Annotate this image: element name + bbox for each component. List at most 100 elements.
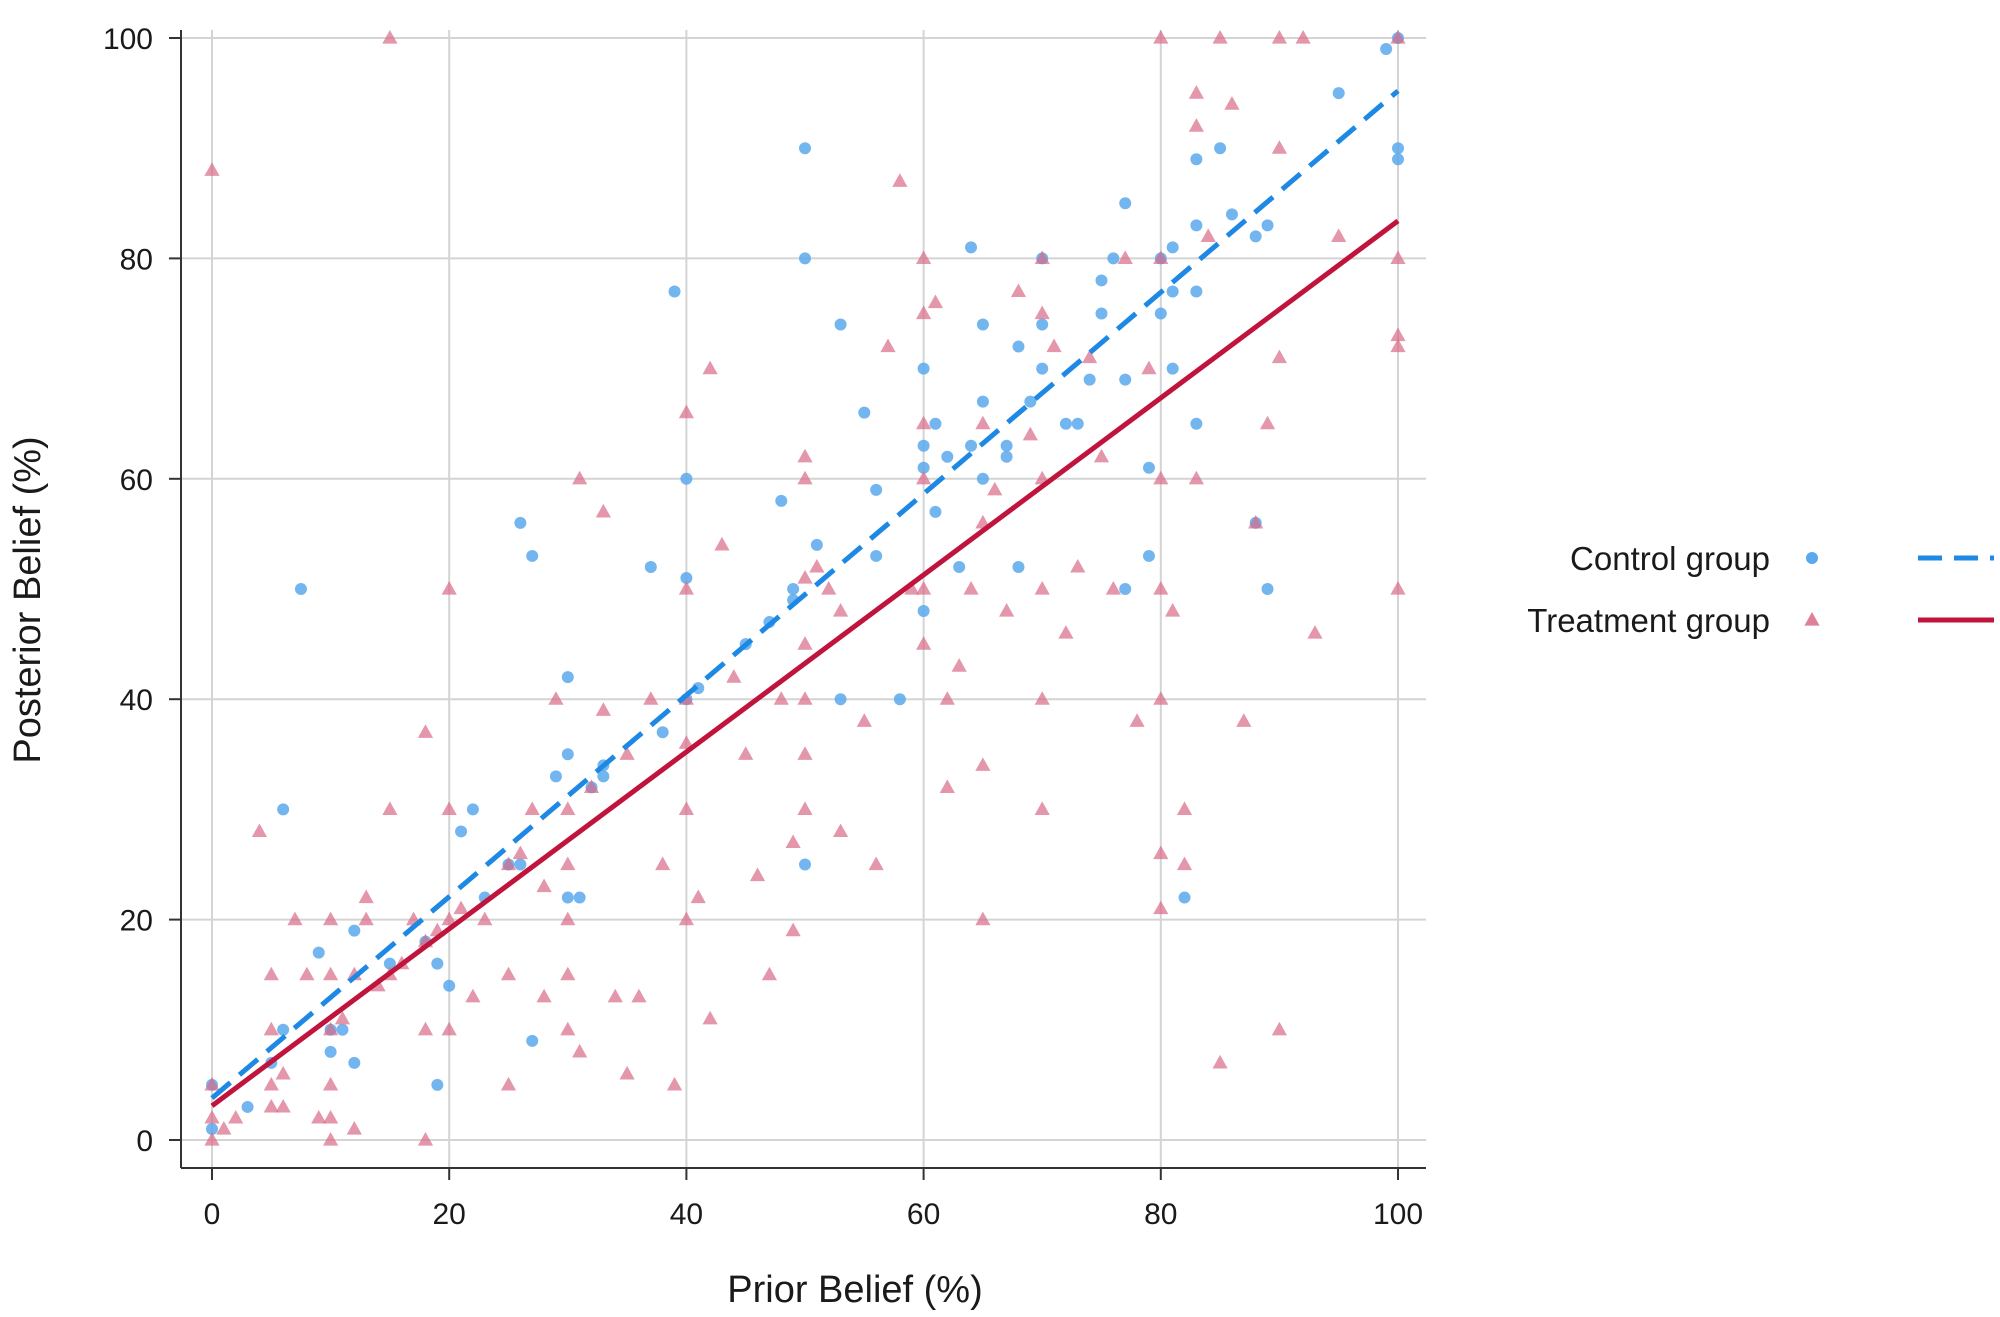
control-point xyxy=(526,549,539,562)
y-tick-label: 80 xyxy=(120,243,153,276)
treatment-point xyxy=(1153,691,1169,705)
treatment-point xyxy=(1188,118,1204,132)
treatment-point xyxy=(323,966,339,981)
treatment-point xyxy=(1141,360,1157,375)
control-point xyxy=(1190,417,1203,430)
control-point xyxy=(1036,318,1049,331)
treatment-point xyxy=(524,801,540,815)
control-point xyxy=(1332,87,1345,100)
treatment-point xyxy=(1200,228,1216,242)
x-tick-label: 80 xyxy=(1144,1198,1177,1231)
control-point xyxy=(324,1045,337,1058)
treatment-point xyxy=(548,691,564,705)
treatment-point xyxy=(1271,30,1287,44)
treatment-point xyxy=(1010,283,1027,298)
treatment-point xyxy=(204,1109,220,1124)
treatment-point xyxy=(1082,349,1098,364)
treatment-point xyxy=(346,1120,362,1135)
treatment-point xyxy=(560,966,576,981)
treatment-point xyxy=(892,173,908,187)
treatment-point xyxy=(975,911,991,926)
control-point xyxy=(1036,362,1049,375)
treatment-point xyxy=(927,294,944,309)
treatment-point xyxy=(738,746,754,760)
treatment-point xyxy=(880,338,896,353)
control-point xyxy=(1178,891,1191,904)
control-point xyxy=(917,605,930,618)
treatment-point xyxy=(1331,228,1347,242)
treatment-point xyxy=(263,966,279,981)
treatment-point xyxy=(1224,96,1240,110)
control-point xyxy=(1392,153,1404,166)
treatment-point xyxy=(323,1076,339,1091)
treatment-point xyxy=(1236,713,1252,727)
control-point xyxy=(787,583,800,595)
axes xyxy=(169,30,1426,1180)
control-point xyxy=(1095,307,1108,320)
treatment-point xyxy=(1271,140,1287,154)
treatment-point xyxy=(643,691,659,705)
treatment-point xyxy=(1295,30,1311,44)
treatment-point xyxy=(572,1043,588,1058)
treatment-point xyxy=(1259,415,1276,430)
control-point xyxy=(917,362,930,375)
treatment-point xyxy=(904,581,920,595)
treatment-point xyxy=(512,845,528,860)
control-point xyxy=(1166,362,1179,375)
treatment-point xyxy=(263,1076,279,1091)
control-point xyxy=(870,549,883,562)
control-point xyxy=(1166,285,1179,298)
treatment-point xyxy=(263,1098,279,1113)
treatment-point xyxy=(619,1065,635,1080)
y-tick-label: 100 xyxy=(103,23,153,56)
control-point xyxy=(466,803,479,816)
treatment-point xyxy=(1248,514,1264,529)
treatment-point xyxy=(773,691,789,705)
treatment-point xyxy=(323,1132,339,1146)
treatment-point xyxy=(1153,250,1169,264)
treatment-point xyxy=(1034,250,1050,264)
x-tick-label: 20 xyxy=(433,1198,466,1231)
treatment-point xyxy=(595,702,611,716)
treatment-point xyxy=(749,867,766,882)
treatment-point xyxy=(216,1120,232,1135)
x-tick-label: 40 xyxy=(670,1198,703,1231)
treatment-point xyxy=(583,779,600,793)
control-point xyxy=(1154,307,1167,320)
x-tick-label: 100 xyxy=(1373,1198,1423,1231)
legend-marks xyxy=(1804,552,1994,626)
treatment-point xyxy=(714,536,730,551)
treatment-point xyxy=(417,1021,434,1036)
control-point xyxy=(383,957,396,970)
control-point xyxy=(336,1023,349,1036)
control-point xyxy=(799,142,811,155)
control-point xyxy=(799,252,811,265)
treatment-point xyxy=(607,988,623,1003)
treatment-point xyxy=(465,988,481,1003)
treatment-point xyxy=(939,691,955,705)
control-point xyxy=(561,748,574,761)
y-axis-title: Posterior Belief (%) xyxy=(7,436,49,763)
control-point xyxy=(1083,373,1096,386)
control-point xyxy=(1119,197,1132,210)
treatment-point xyxy=(761,966,778,981)
treatment-point xyxy=(536,878,552,893)
treatment-point xyxy=(382,30,398,44)
treatment-point xyxy=(453,900,469,915)
treatment-point xyxy=(1271,349,1287,364)
treatment-point xyxy=(785,834,801,849)
treatment-point xyxy=(323,911,339,926)
control-point xyxy=(431,1078,444,1091)
treatment-point xyxy=(702,360,718,375)
treatment-point xyxy=(1022,426,1038,441)
control-point xyxy=(1119,373,1132,386)
treatment-point xyxy=(1390,250,1406,264)
control-point xyxy=(312,946,325,959)
treatment-point xyxy=(382,801,398,815)
control-point xyxy=(348,1056,361,1069)
treatment-point xyxy=(1165,603,1181,617)
treatment-point xyxy=(999,603,1015,617)
treatment-point xyxy=(1034,691,1050,705)
x-tick-label: 60 xyxy=(907,1198,940,1231)
